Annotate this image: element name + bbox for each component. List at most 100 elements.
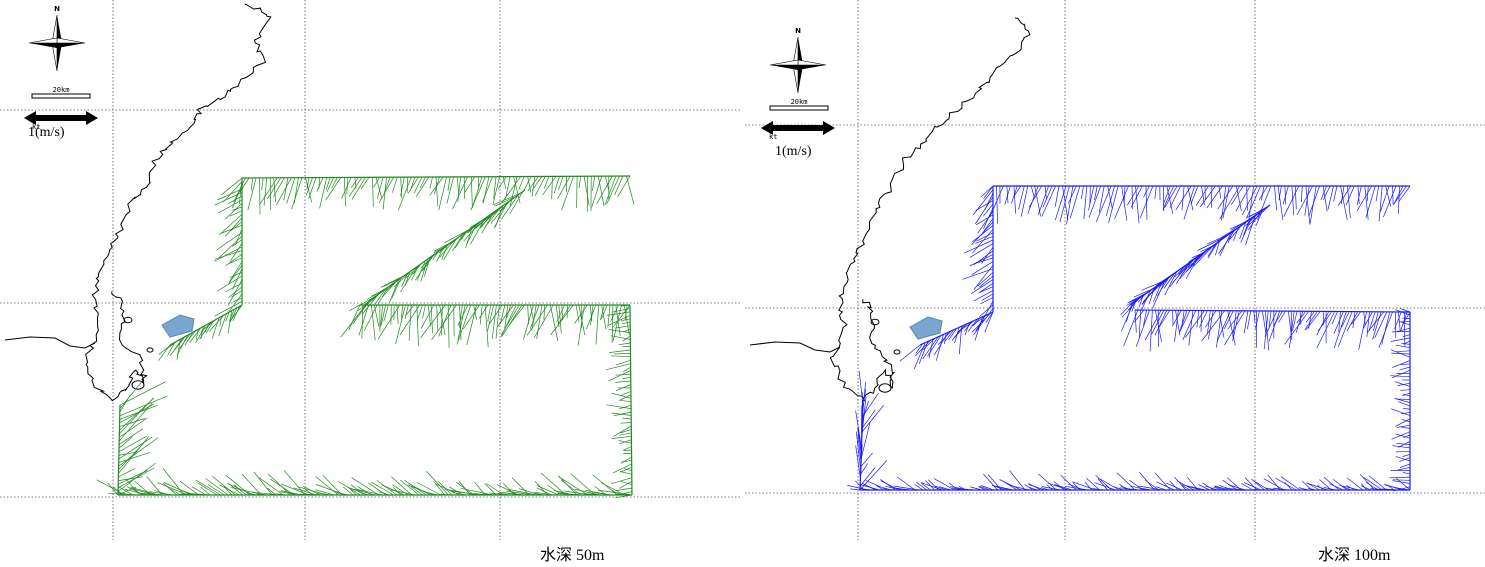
current-vector	[361, 304, 364, 339]
current-vector	[1133, 288, 1153, 298]
current-vector	[610, 355, 631, 358]
current-vector	[511, 477, 530, 496]
current-vector	[1402, 393, 1411, 397]
current-vector	[416, 260, 426, 281]
current-vector	[586, 304, 597, 330]
current-vector	[119, 418, 145, 427]
current-vector	[1143, 185, 1150, 198]
current-vector	[613, 425, 632, 437]
current-vector	[416, 176, 430, 197]
current-vector	[615, 325, 631, 329]
current-vector	[216, 232, 243, 251]
current-vector	[1378, 185, 1383, 222]
current-vector	[395, 304, 406, 345]
current-vector	[314, 489, 335, 496]
current-vector	[1011, 185, 1018, 204]
current-vector	[281, 490, 302, 496]
current-vector	[583, 176, 590, 206]
current-vector	[1378, 311, 1393, 349]
current-vector	[435, 176, 439, 207]
current-vector	[351, 477, 379, 496]
current-vector	[259, 177, 278, 205]
current-vector	[460, 230, 468, 241]
current-vector	[305, 177, 313, 203]
current-vector	[1398, 311, 1401, 330]
current-vector	[407, 176, 419, 194]
current-vector	[860, 463, 868, 475]
current-vector	[591, 175, 603, 208]
current-vector	[446, 176, 454, 204]
current-vector	[1144, 310, 1162, 341]
arrow-unit-label: kt	[769, 133, 777, 141]
current-vector	[1193, 244, 1215, 267]
current-vector	[283, 470, 306, 496]
current-vector	[615, 359, 631, 366]
current-vector	[276, 177, 292, 206]
current-vector	[619, 480, 633, 489]
current-vector	[999, 479, 1022, 491]
current-vector	[231, 290, 243, 298]
current-vector	[1316, 311, 1336, 349]
current-vector	[391, 476, 412, 496]
current-vector	[1366, 311, 1370, 337]
current-vector	[407, 484, 434, 496]
current-vector	[615, 380, 631, 383]
current-vector	[1013, 185, 1017, 214]
current-vector	[1368, 475, 1387, 491]
current-vector	[505, 176, 511, 199]
current-vector	[1295, 311, 1304, 333]
current-vector	[399, 304, 420, 336]
current-vector	[596, 175, 613, 205]
current-vector	[118, 452, 151, 463]
current-vector	[416, 482, 442, 496]
current-vector	[167, 341, 176, 356]
current-vector	[1390, 408, 1411, 416]
current-vector	[1149, 310, 1153, 352]
current-vector	[1395, 450, 1411, 453]
current-vector	[1054, 185, 1067, 221]
current-vector	[1304, 185, 1310, 216]
current-vector	[267, 487, 277, 496]
current-vector	[1401, 311, 1411, 326]
current-vector	[615, 373, 631, 376]
current-vectors	[96, 175, 635, 498]
current-vector	[578, 176, 581, 189]
current-vector	[263, 177, 268, 206]
ship-position-marker	[909, 316, 943, 340]
velocity-scale-arrow	[24, 111, 98, 125]
current-vector	[401, 304, 403, 320]
current-vector	[550, 304, 559, 342]
current-vector	[606, 311, 631, 316]
current-vector	[456, 304, 472, 345]
current-vector	[1337, 185, 1352, 206]
current-vector	[1158, 310, 1170, 329]
current-vector	[363, 304, 378, 331]
current-vector	[1009, 484, 1029, 491]
current-vector	[971, 221, 994, 246]
current-vector	[200, 486, 211, 496]
current-vector	[534, 176, 546, 196]
current-vector	[500, 304, 520, 336]
current-vector	[482, 176, 490, 204]
current-vector	[501, 176, 521, 203]
current-vector	[427, 304, 431, 327]
current-vector	[229, 210, 243, 217]
current-vector	[607, 315, 631, 326]
arrow-unit-label: kt	[32, 123, 40, 131]
current-vector	[291, 177, 303, 210]
current-vector	[619, 432, 632, 436]
current-vector	[513, 176, 521, 204]
current-vector	[1186, 485, 1202, 491]
current-vector	[915, 481, 928, 491]
current-vector	[392, 177, 398, 193]
current-vector	[502, 176, 507, 190]
current-vector	[1267, 474, 1281, 491]
current-vector	[214, 246, 243, 262]
current-vector	[1156, 481, 1175, 491]
current-vector	[374, 288, 386, 305]
current-vector	[536, 304, 543, 339]
current-vector	[1121, 185, 1128, 221]
current-vector	[220, 224, 243, 234]
current-vector	[1182, 310, 1197, 340]
current-vector	[492, 176, 500, 205]
